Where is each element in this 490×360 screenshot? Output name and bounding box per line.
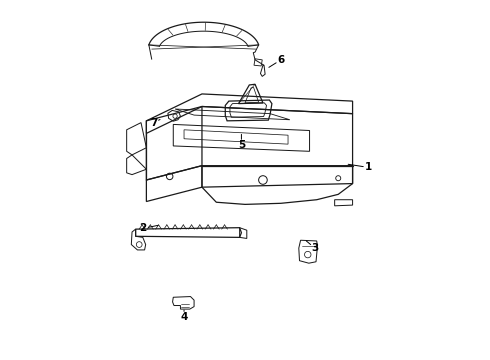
Text: 7: 7 xyxy=(150,118,157,128)
Text: 4: 4 xyxy=(180,312,188,322)
Text: 5: 5 xyxy=(238,140,245,150)
Text: 3: 3 xyxy=(311,243,318,253)
Text: 6: 6 xyxy=(277,55,285,65)
Text: 1: 1 xyxy=(365,162,372,172)
Text: 2: 2 xyxy=(139,224,147,233)
